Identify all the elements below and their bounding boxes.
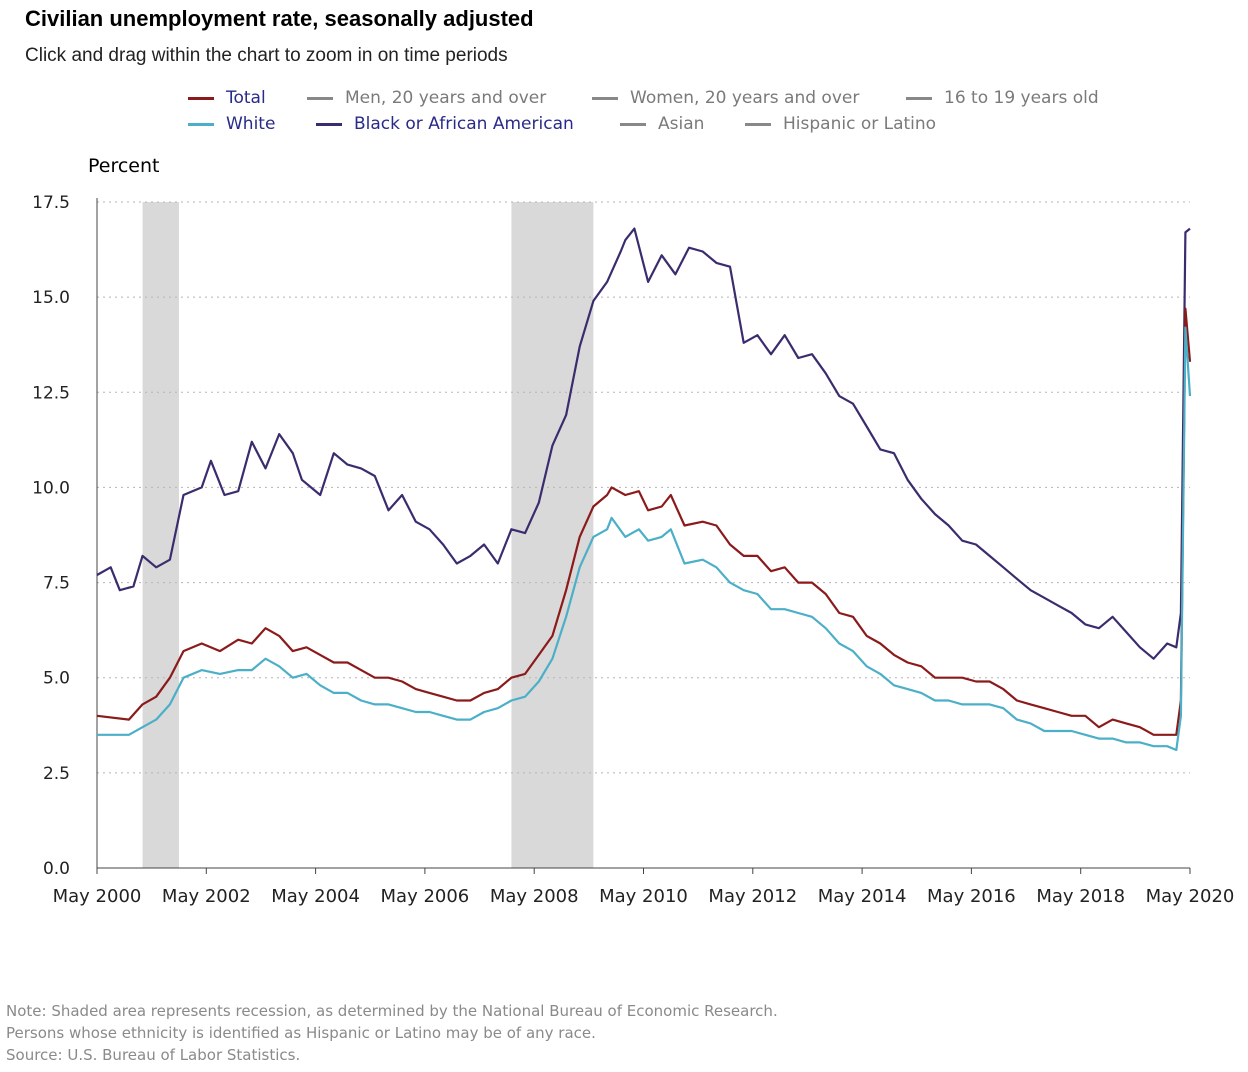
y-tick-label: 7.5 <box>43 574 70 594</box>
series-line-black-or-african-american <box>96 227 1191 660</box>
legend-swatch <box>620 122 646 126</box>
x-tick-label: May 2006 <box>381 886 470 907</box>
y-tick-label: 15.0 <box>32 288 70 308</box>
note-source: Source: U.S. Bureau of Labor Statistics. <box>6 1046 301 1064</box>
legend-item-total[interactable]: Total <box>188 88 266 108</box>
legend-label: Men, 20 years and over <box>345 88 547 108</box>
legend-item-black[interactable]: Black or African American <box>316 114 574 134</box>
note-recession: Note: Shaded area represents recession, … <box>6 1002 778 1020</box>
legend-label: White <box>226 114 276 134</box>
recession-band <box>142 202 179 868</box>
legend-swatch <box>592 96 618 100</box>
y-tick-label: 2.5 <box>43 764 70 784</box>
x-tick-label: May 2016 <box>927 886 1016 907</box>
legend-label: Total <box>226 88 266 108</box>
y-tick-label: 17.5 <box>32 193 70 213</box>
legend-swatch <box>316 122 342 126</box>
x-tick-label: May 2020 <box>1146 886 1235 907</box>
legend-label: Asian <box>658 114 705 134</box>
y-axis-title: Percent <box>88 155 160 177</box>
legend-swatch <box>307 96 333 100</box>
x-tick-label: May 2014 <box>818 886 907 907</box>
chart-subtitle: Click and drag within the chart to zoom … <box>25 45 508 66</box>
x-tick-label: May 2008 <box>490 886 579 907</box>
legend-label: Black or African American <box>354 114 574 134</box>
legend-item-asian[interactable]: Asian <box>620 114 704 134</box>
series-line-total <box>96 307 1192 736</box>
legend-label: Hispanic or Latino <box>783 114 937 134</box>
legend-swatch <box>906 96 932 100</box>
legend-item-16-to-19[interactable]: 16 to 19 years old <box>906 88 1099 108</box>
legend-swatch <box>188 122 214 126</box>
x-tick-label: May 2012 <box>708 886 797 907</box>
series-line-white <box>97 326 1192 752</box>
x-tick-label: May 2018 <box>1036 886 1125 907</box>
chart-title: Civilian unemployment rate, seasonally a… <box>25 6 534 31</box>
y-tick-label: 10.0 <box>32 478 70 498</box>
legend-item-women-20-plus[interactable]: Women, 20 years and over <box>592 88 859 108</box>
x-tick-label: May 2002 <box>162 886 251 907</box>
legend-swatch <box>188 96 214 100</box>
legend-item-hispanic[interactable]: Hispanic or Latino <box>745 114 936 134</box>
chart-notes: Note: Shaded area represents recession, … <box>6 1000 778 1066</box>
legend-swatch <box>745 122 771 126</box>
y-tick-label: 12.5 <box>32 383 70 403</box>
x-tick-label: May 2000 <box>53 886 142 907</box>
legend-label: 16 to 19 years old <box>944 88 1099 108</box>
y-tick-label: 0.0 <box>43 859 70 879</box>
y-tick-label: 5.0 <box>43 669 70 689</box>
legend-item-white[interactable]: White <box>188 114 275 134</box>
x-tick-label: May 2010 <box>599 886 688 907</box>
chart-plot[interactable]: 0.0 2.5 5.0 7.5 10.0 12.5 15.0 17.5 May 2000 May … <box>0 0 1248 1000</box>
legend-item-men-20-plus[interactable]: Men, 20 years and over <box>307 88 546 108</box>
x-tick-label: May 2004 <box>271 886 360 907</box>
note-hispanic: Persons whose ethnicity is identified as… <box>6 1024 596 1042</box>
legend-label: Women, 20 years and over <box>630 88 860 108</box>
